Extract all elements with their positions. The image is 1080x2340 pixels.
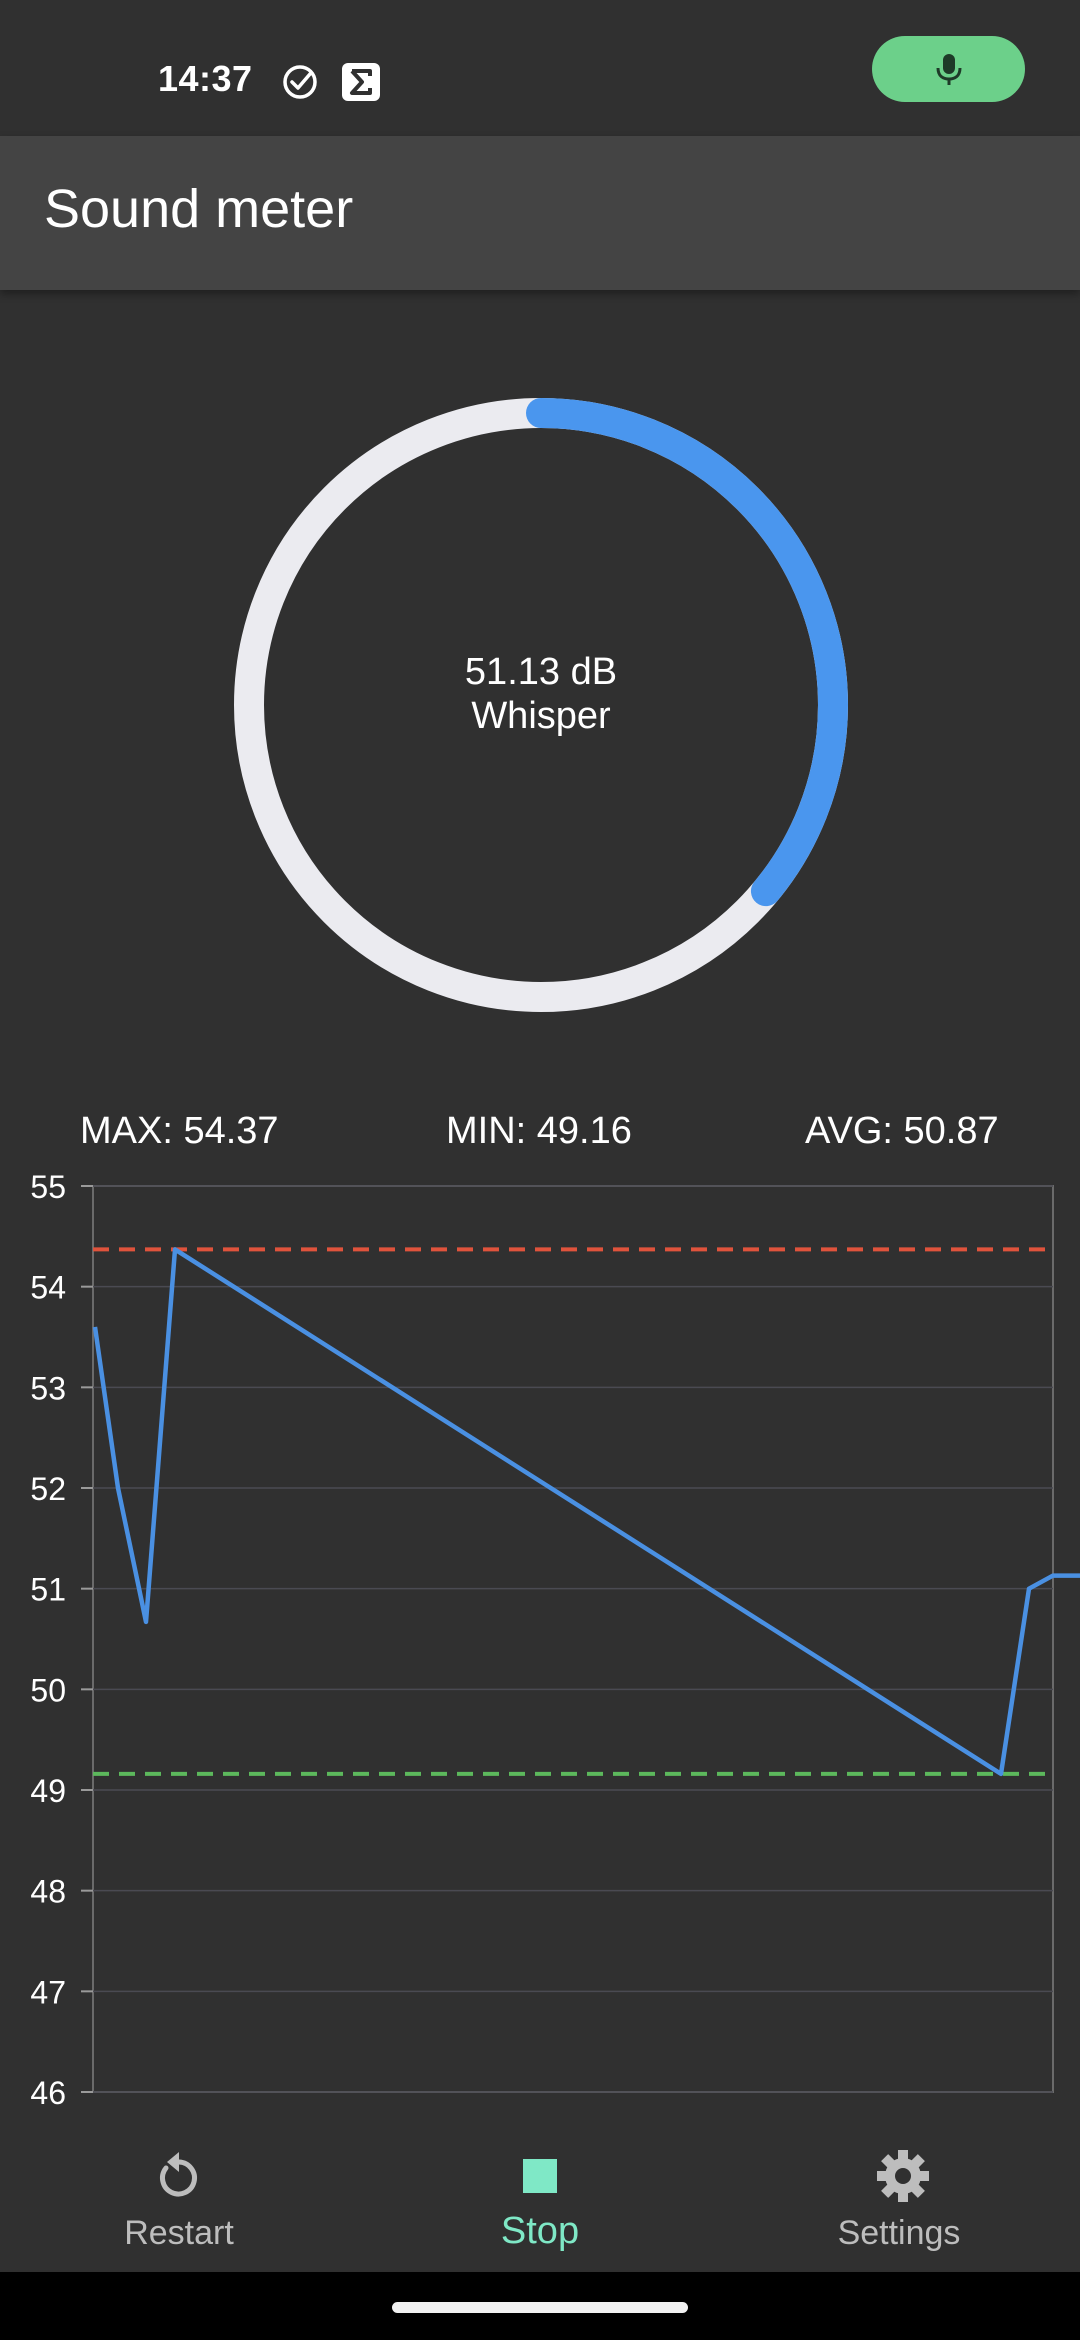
- status-bar: 14:37: [0, 0, 1080, 136]
- y-tick-label: 50: [30, 1672, 66, 1708]
- y-tick-label: 46: [30, 2075, 66, 2108]
- stop-button[interactable]: Stop: [420, 2130, 660, 2272]
- y-tick-label: 52: [30, 1471, 66, 1507]
- home-gesture-handle[interactable]: [392, 2302, 688, 2313]
- y-tick-label: 48: [30, 1874, 66, 1910]
- y-tick-label: 51: [30, 1572, 66, 1608]
- bottom-navigation: Restart Stop Settings: [0, 2130, 1080, 2272]
- settings-button[interactable]: Settings: [779, 2130, 1019, 2272]
- y-tick-label: 53: [30, 1370, 66, 1406]
- settings-label: Settings: [837, 2214, 961, 2252]
- microphone-icon: [936, 54, 962, 85]
- plot-frame: [92, 1185, 1054, 2093]
- max-stat: MAX: 54.37: [80, 1110, 279, 1152]
- stop-icon: [523, 2159, 557, 2193]
- sigma-icon: [342, 63, 380, 101]
- settings-gear-icon: [877, 2150, 929, 2202]
- y-tick-label: 54: [30, 1270, 66, 1306]
- y-tick-label: 47: [30, 1974, 66, 2010]
- restart-label: Restart: [124, 2214, 234, 2252]
- decibel-value: 51.13 dB: [464, 651, 618, 693]
- avg-stat: AVG: 50.87: [805, 1110, 999, 1152]
- microphone-indicator[interactable]: [872, 36, 1025, 102]
- decibel-gauge: [234, 398, 848, 1012]
- y-tick-label: 55: [30, 1169, 66, 1205]
- decibel-history-chart: 46 47 48 49 50 51 52 53 54 55: [30, 1169, 1080, 2108]
- restart-button[interactable]: Restart: [59, 2130, 299, 2272]
- gauge-readout: 51.13 dB Whisper: [226, 650, 856, 738]
- restart-icon: [160, 2152, 197, 2197]
- gauge-progress: [234, 398, 848, 1012]
- y-tick-label: 49: [30, 1773, 66, 1809]
- status-time: 14:37: [158, 58, 253, 99]
- decibel-series-line: [92, 1247, 1080, 1777]
- page-title: Sound meter: [44, 179, 354, 239]
- stats-row: MAX: 54.37 MIN: 49.16 AVG: 50.87: [0, 1110, 1080, 1166]
- sound-level-label: Whisper: [471, 695, 611, 737]
- check-circle-icon: [283, 65, 317, 99]
- stop-label: Stop: [500, 2210, 580, 2252]
- gesture-navigation-bar: [0, 2272, 1080, 2340]
- min-stat: MIN: 49.16: [446, 1110, 632, 1152]
- app-bar: Sound meter: [0, 136, 1080, 290]
